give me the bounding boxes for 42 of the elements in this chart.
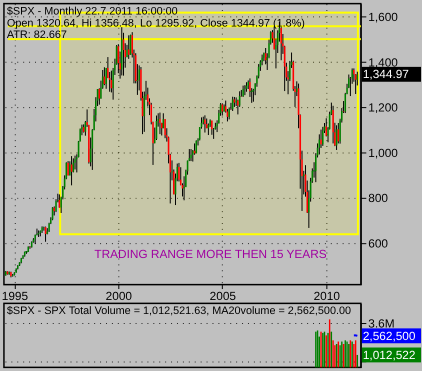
candlestick [234, 96, 236, 108]
data-label: 2,562,500 [362, 328, 416, 343]
candlestick [228, 106, 230, 120]
candlestick [204, 114, 206, 134]
candlestick [246, 82, 248, 92]
y-tick-label: 1,600 [368, 10, 398, 24]
candlestick [159, 112, 161, 135]
candlestick [332, 105, 334, 144]
candlestick [74, 155, 76, 170]
candlestick [242, 85, 244, 98]
y-tick-label: 600 [368, 236, 388, 251]
data-label: 1,012,522 [362, 348, 416, 362]
chart-title: $SPX - SPX Total Volume = 1,012,521.63, MA20volume = 2,562,500.00 [6, 305, 352, 318]
candlestick [195, 140, 198, 154]
candlestick [70, 156, 72, 186]
x-tick-label: 2010 [314, 288, 340, 303]
candlestick [105, 67, 107, 90]
x-tick-label: 1995 [2, 288, 28, 303]
y-tick-label: 1,400 [368, 55, 398, 70]
band-label: TRADING RANGE MORE THEN 15 YEARS [94, 246, 327, 261]
y-tick-label: 1,000 [368, 146, 398, 160]
x-tick-label: 2000 [106, 288, 132, 303]
candlestick [178, 162, 180, 182]
candlestick [108, 72, 110, 92]
candlestick [280, 26, 282, 61]
candlestick [67, 160, 69, 176]
candlestick [208, 122, 210, 136]
candlestick [190, 148, 192, 162]
y-tick-label: 1,200 [368, 100, 398, 115]
x-tick-label: 2005 [210, 288, 236, 303]
candlestick [156, 115, 158, 141]
candlestick [336, 124, 338, 150]
candlestick [162, 112, 164, 129]
text: 1,344.97 [362, 67, 409, 82]
candlestick [318, 134, 320, 156]
candlestick [211, 120, 213, 136]
candlestick [164, 118, 166, 139]
y-tick-label: 800 [368, 191, 388, 206]
y-tick-label: 3.6M [368, 316, 395, 330]
candlestick [44, 226, 46, 242]
candlestick [130, 34, 132, 56]
candlestick [104, 66, 106, 86]
